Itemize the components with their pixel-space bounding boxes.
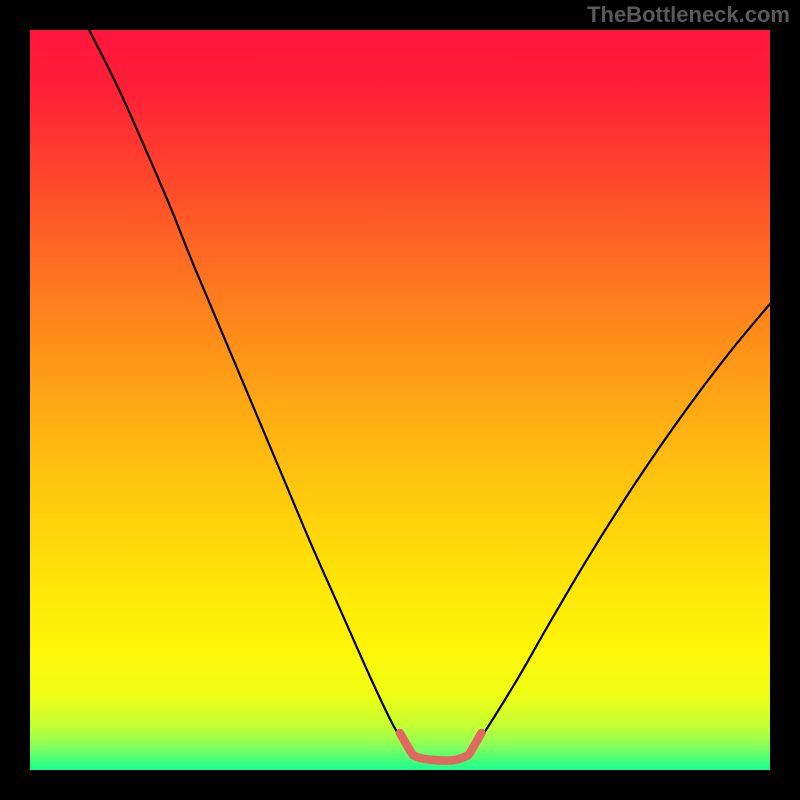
- bottleneck-chart: [30, 30, 770, 770]
- chart-frame: TheBottleneck.com: [0, 0, 800, 800]
- attribution-label: TheBottleneck.com: [587, 2, 790, 28]
